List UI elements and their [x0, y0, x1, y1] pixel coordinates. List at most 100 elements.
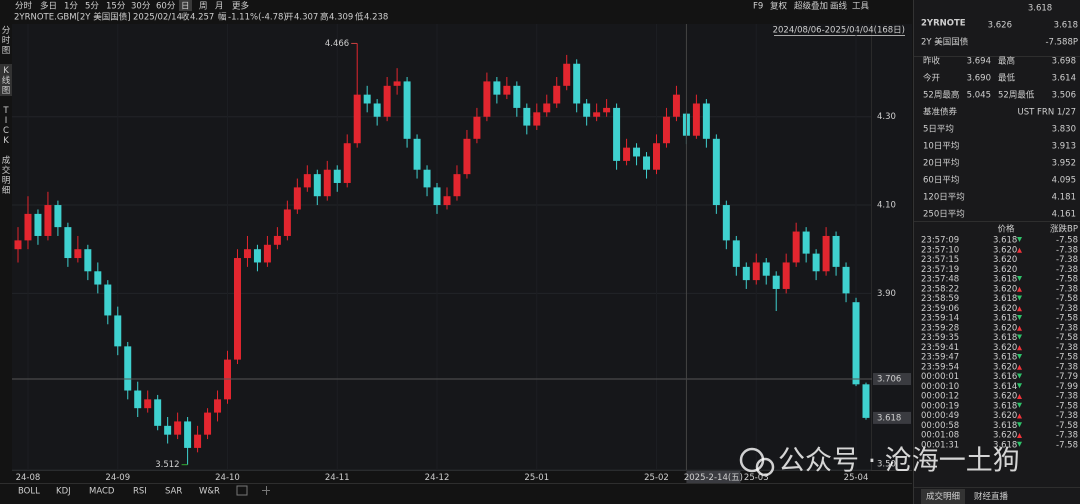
average-label: 250日平均	[923, 209, 965, 220]
candle-body	[273, 235, 281, 245]
candle-body	[243, 249, 251, 259]
candle-body	[323, 169, 331, 197]
candle-body	[44, 205, 52, 236]
average-value: 4.095	[1052, 176, 1076, 186]
candle-body	[184, 421, 192, 448]
up-arrow	[1017, 247, 1022, 253]
period-tab[interactable]: 分时	[15, 1, 33, 12]
candle-body	[74, 249, 82, 259]
average-label: 基准债券	[923, 107, 958, 118]
period-tab[interactable]: 60分	[156, 2, 176, 12]
trade-change: -7.38	[1056, 431, 1078, 441]
trade-price: 3.618	[993, 275, 1017, 285]
average-value: 3.913	[1052, 142, 1076, 152]
trade-price: 3.620	[993, 362, 1017, 372]
trade-price: 3.620	[993, 411, 1017, 421]
candle-body	[712, 138, 720, 206]
stat-label: 今开	[923, 73, 941, 84]
period-tab[interactable]: 多日	[40, 1, 57, 12]
candle-body	[722, 205, 730, 241]
quote-code: 2YRNOTE	[921, 19, 966, 29]
trade-time: 23:59:47	[921, 353, 959, 363]
down-arrow	[1017, 402, 1022, 408]
trade-change: -7.58	[1056, 353, 1078, 363]
trade-time: 23:57:10	[921, 245, 959, 255]
trade-time: 23:59:14	[921, 314, 959, 324]
candle-body	[523, 107, 531, 126]
bottom-tab[interactable]: 成交明细	[926, 491, 960, 502]
trade-price: 3.618	[993, 333, 1017, 343]
trade-change: -7.38	[1056, 284, 1078, 294]
x-tick-label: 24-10	[215, 473, 240, 483]
trade-price: 3.620	[993, 343, 1017, 353]
candle-body	[672, 94, 680, 117]
crosshair-value: 3.706	[877, 375, 901, 385]
trade-price: 3.620	[993, 431, 1017, 441]
trade-price: 3.620	[993, 265, 1017, 275]
candle-body	[553, 85, 561, 104]
average-value: 4.161	[1052, 210, 1076, 220]
x-tick-label: 25-04	[844, 473, 869, 483]
candle-body	[14, 240, 22, 250]
average-value: 3.830	[1052, 125, 1076, 135]
period-tab[interactable]: 30分	[131, 2, 151, 12]
last-price: 3.618	[877, 413, 901, 423]
low-label: 3.512	[155, 460, 179, 470]
candle-body	[154, 399, 162, 426]
tool-button[interactable]: 工具	[852, 2, 870, 12]
period-tab[interactable]: 周	[199, 2, 208, 12]
candle-body	[353, 94, 361, 144]
indicator-tab[interactable]: RSI	[133, 487, 147, 497]
indicator-tab[interactable]: SAR	[165, 487, 182, 497]
watermark-icon	[755, 457, 775, 477]
candle-body	[692, 103, 700, 136]
header-high: 4.309	[329, 13, 353, 23]
x-tick-label: 24-08	[16, 473, 41, 483]
candle-body	[842, 266, 850, 294]
candle-body	[463, 138, 471, 175]
candle-body	[762, 262, 770, 276]
tool-button[interactable]: 复权	[770, 1, 788, 12]
side-tab[interactable]: K 线图	[2, 66, 11, 96]
tool-button[interactable]: 超级叠加	[794, 1, 828, 12]
period-tab[interactable]: 更多	[232, 1, 250, 12]
quote-panel	[914, 0, 1080, 504]
average-label: 10日平均	[923, 141, 959, 152]
period-tab[interactable]: 日	[181, 2, 190, 12]
indicator-tab[interactable]: KDJ	[56, 487, 71, 497]
candle-body	[34, 213, 42, 236]
trade-time: 23:59:28	[921, 323, 959, 333]
active-tab-bg	[179, 0, 192, 11]
period-tab[interactable]: 月	[215, 2, 224, 12]
bottom-tab[interactable]: 财经直播	[974, 491, 1009, 502]
tool-button[interactable]: 画线	[830, 1, 848, 12]
candle-body	[393, 81, 401, 86]
candle-body	[84, 249, 92, 272]
trade-time: 00:00:10	[921, 382, 959, 392]
candle-body	[483, 81, 491, 117]
trade-time: 23:59:35	[921, 333, 959, 343]
candle-body	[742, 266, 750, 281]
indicator-tab[interactable]: BOLL	[18, 487, 40, 497]
period-tab[interactable]: 15分	[106, 2, 126, 12]
side-tab[interactable]: 分时图	[2, 26, 11, 56]
indicator-tab[interactable]: MACD	[89, 487, 115, 497]
trade-price: 3.618	[993, 294, 1017, 304]
candle-body	[633, 147, 641, 157]
header-low: 4.238	[364, 13, 388, 23]
candle-body	[593, 112, 601, 117]
period-tab[interactable]: 1分	[64, 2, 78, 12]
down-arrow	[1017, 373, 1022, 379]
candle-body	[533, 112, 541, 126]
candle-body	[363, 94, 371, 104]
down-arrow	[1017, 276, 1022, 281]
header-date: 2025/02/14	[133, 13, 182, 23]
side-tab[interactable]: 成交明细	[2, 155, 11, 196]
indicator-tab[interactable]: W&R	[199, 487, 220, 497]
tool-button[interactable]: F9	[753, 2, 763, 12]
period-tab[interactable]: 5分	[85, 2, 99, 12]
stat-label: 昨收	[923, 56, 941, 67]
header-close-label: 收	[181, 12, 190, 23]
candle-body	[822, 235, 830, 272]
